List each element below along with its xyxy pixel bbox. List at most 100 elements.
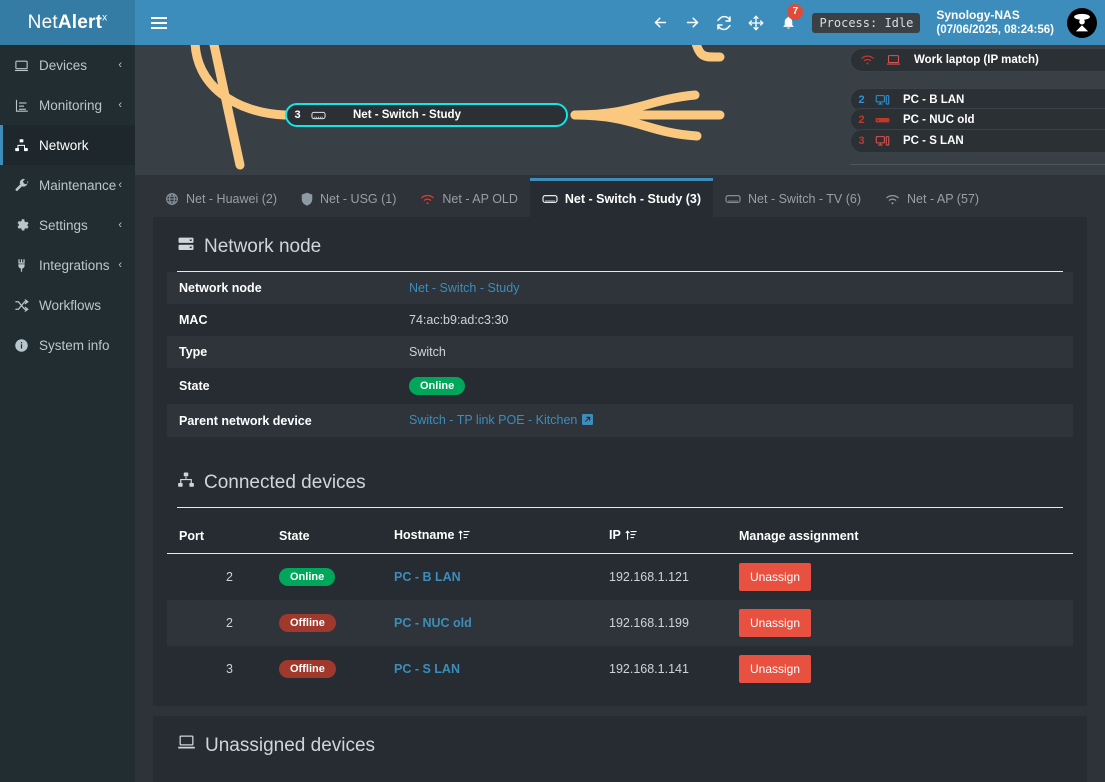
col-hostname[interactable]: Hostname xyxy=(382,518,597,555)
unassigned-devices-heading: Unassigned devices xyxy=(167,732,1073,769)
row-key: Network node xyxy=(179,281,262,295)
col-port[interactable]: Port xyxy=(167,518,267,555)
wifi-red-icon xyxy=(854,54,880,66)
logo-text-light: Net xyxy=(27,11,58,33)
tab-net-ap-old[interactable]: Net - AP OLD xyxy=(408,181,530,217)
tab-label: Net - Switch - TV (6) xyxy=(748,192,862,206)
refresh-icon[interactable] xyxy=(708,0,740,45)
sidebar-item-network[interactable]: Network xyxy=(0,125,135,165)
sidebar-label-network: Network xyxy=(39,137,89,153)
topology-node-selected[interactable]: 3 Net - Switch - Study xyxy=(285,103,568,127)
sitemap-icon xyxy=(14,138,34,153)
unassign-button[interactable]: Unassign xyxy=(739,655,812,684)
col-spacer xyxy=(167,773,267,782)
sidebar-item-maintenance[interactable]: Maintenance ‹ xyxy=(0,165,135,205)
table-row: 2 Online PC - B LAN 192.168.1.121 Unassi… xyxy=(167,554,1073,601)
connected-devices-table: Port State Hostname IP Manage assignment… xyxy=(167,518,1073,692)
cell-ip: 192.168.1.199 xyxy=(597,600,727,647)
status-badge: Online xyxy=(279,568,336,587)
tab-net-huawei[interactable]: Net - Huawei (2) xyxy=(153,181,289,217)
col-ip[interactable]: IP xyxy=(597,518,727,555)
navbar-right-tools: 7 Process: Idle Synology-NAS (07/06/2025… xyxy=(644,0,1097,45)
col-ip-label: IP xyxy=(609,528,621,543)
external-link-icon[interactable] xyxy=(582,414,594,428)
col-connect-to-node[interactable]: Connect to the aboveNetwork node xyxy=(727,773,1073,782)
arrows-move-icon[interactable] xyxy=(740,0,772,45)
sidebar-item-system-info[interactable]: System info xyxy=(0,325,135,365)
network-topology-diagram[interactable]: 3 Net - Switch - Study Work laptop (IP m… xyxy=(135,45,1105,175)
sidebar-item-devices[interactable]: Devices ‹ xyxy=(0,45,135,85)
table-row: Network node Net - Switch - Study xyxy=(167,272,1073,304)
col-state[interactable]: State xyxy=(267,773,382,782)
device-link[interactable]: PC - B LAN xyxy=(394,570,461,585)
tab-net-usg[interactable]: Net - USG (1) xyxy=(289,181,408,217)
user-avatar[interactable] xyxy=(1067,7,1097,38)
card-gap xyxy=(135,706,1105,717)
sort-ascending-icon[interactable] xyxy=(625,529,637,544)
col-manage-assignment[interactable]: Manage assignment xyxy=(727,518,1073,555)
section-title: Connected devices xyxy=(204,472,366,494)
parent-device-link[interactable]: Switch - TP link POE - Kitchen xyxy=(409,413,578,428)
table-row: 2 Offline PC - NUC old 192.168.1.199 Una… xyxy=(167,600,1073,647)
notification-badge: 7 xyxy=(787,4,804,20)
app-logo[interactable]: NetAlertx xyxy=(0,0,135,45)
row-value-type: Switch xyxy=(409,345,446,359)
table-header-row: Port State Hostname IP Manage assignment xyxy=(167,518,1073,555)
col-hostname[interactable]: Hostname xyxy=(382,773,597,782)
logo-superscript: x xyxy=(102,12,108,24)
node-port-number: 3 xyxy=(858,135,865,147)
logo-text-bold: Alert xyxy=(57,11,103,33)
gear-icon xyxy=(14,218,34,233)
sort-ascending-icon[interactable] xyxy=(458,529,471,544)
chart-bar-icon xyxy=(14,98,34,113)
cell-hostname: PC - S LAN xyxy=(382,646,597,692)
cell-hostname: PC - NUC old xyxy=(382,600,597,647)
node-label: PC - NUC old xyxy=(903,114,975,126)
sidebar-item-workflows[interactable]: Workflows xyxy=(0,285,135,325)
sidebar-label-monitoring: Monitoring xyxy=(39,97,103,113)
sidebar-label-devices: Devices xyxy=(39,57,88,73)
device-link[interactable]: PC - NUC old xyxy=(394,616,472,631)
topology-node-pc-nuc-old[interactable]: 2 PC - NUC old xyxy=(850,108,1105,132)
wifi-icon xyxy=(885,193,900,206)
col-state[interactable]: State xyxy=(267,518,382,555)
table-row: MAC 74:ac:b9:ad:c3:30 xyxy=(167,304,1073,336)
topology-node-pc-s-lan[interactable]: 3 PC - S LAN xyxy=(850,129,1105,153)
node-port-number: 2 xyxy=(858,94,865,106)
device-link[interactable]: PC - S LAN xyxy=(394,662,460,677)
cell-ip: 192.168.1.121 xyxy=(609,570,689,585)
tab-net-switch-tv[interactable]: Net - Switch - TV (6) xyxy=(713,181,873,217)
arrow-right-icon[interactable] xyxy=(676,0,708,45)
info-circle-icon xyxy=(14,338,34,353)
navbar: 7 Process: Idle Synology-NAS (07/06/2025… xyxy=(135,0,1105,45)
hamburger-icon[interactable] xyxy=(149,13,169,33)
unassigned-devices-table: State Hostname IP Connect to the aboveNe… xyxy=(167,773,1073,782)
shield-icon xyxy=(301,192,313,206)
unassign-button[interactable]: Unassign xyxy=(739,609,812,638)
cell-port: 2 xyxy=(167,600,267,647)
cell-ip: 192.168.1.141 xyxy=(609,662,689,677)
unassign-button[interactable]: Unassign xyxy=(739,563,812,592)
col-ip[interactable]: IP xyxy=(597,773,727,782)
wifi-red-icon xyxy=(420,193,435,206)
page-title: Network node xyxy=(204,236,322,257)
top-header: NetAlertx 7 xyxy=(0,0,1105,45)
topology-node-work-laptop[interactable]: Work laptop (IP match) xyxy=(850,48,1105,72)
tab-label: Net - AP OLD xyxy=(442,192,518,206)
tab-net-ap[interactable]: Net - AP (57) xyxy=(873,181,991,217)
sidebar-item-monitoring[interactable]: Monitoring ‹ xyxy=(0,85,135,125)
node-label: PC - S LAN xyxy=(903,135,964,147)
chevron-left-icon: ‹ xyxy=(118,179,122,191)
row-key: Parent network device xyxy=(179,413,312,428)
arrow-left-icon[interactable] xyxy=(644,0,676,45)
sidebar-item-settings[interactable]: Settings ‹ xyxy=(0,205,135,245)
bell-icon[interactable]: 7 xyxy=(772,0,804,45)
divider xyxy=(177,507,1063,509)
cell-state: Online xyxy=(267,554,382,601)
tab-net-switch-study[interactable]: Net - Switch - Study (3) xyxy=(529,178,714,217)
sidebar-item-integrations[interactable]: Integrations ‹ xyxy=(0,245,135,285)
row-key: State xyxy=(179,379,210,394)
network-node-link[interactable]: Net - Switch - Study xyxy=(409,281,520,295)
main-content: 3 Net - Switch - Study Work laptop (IP m… xyxy=(135,45,1105,782)
